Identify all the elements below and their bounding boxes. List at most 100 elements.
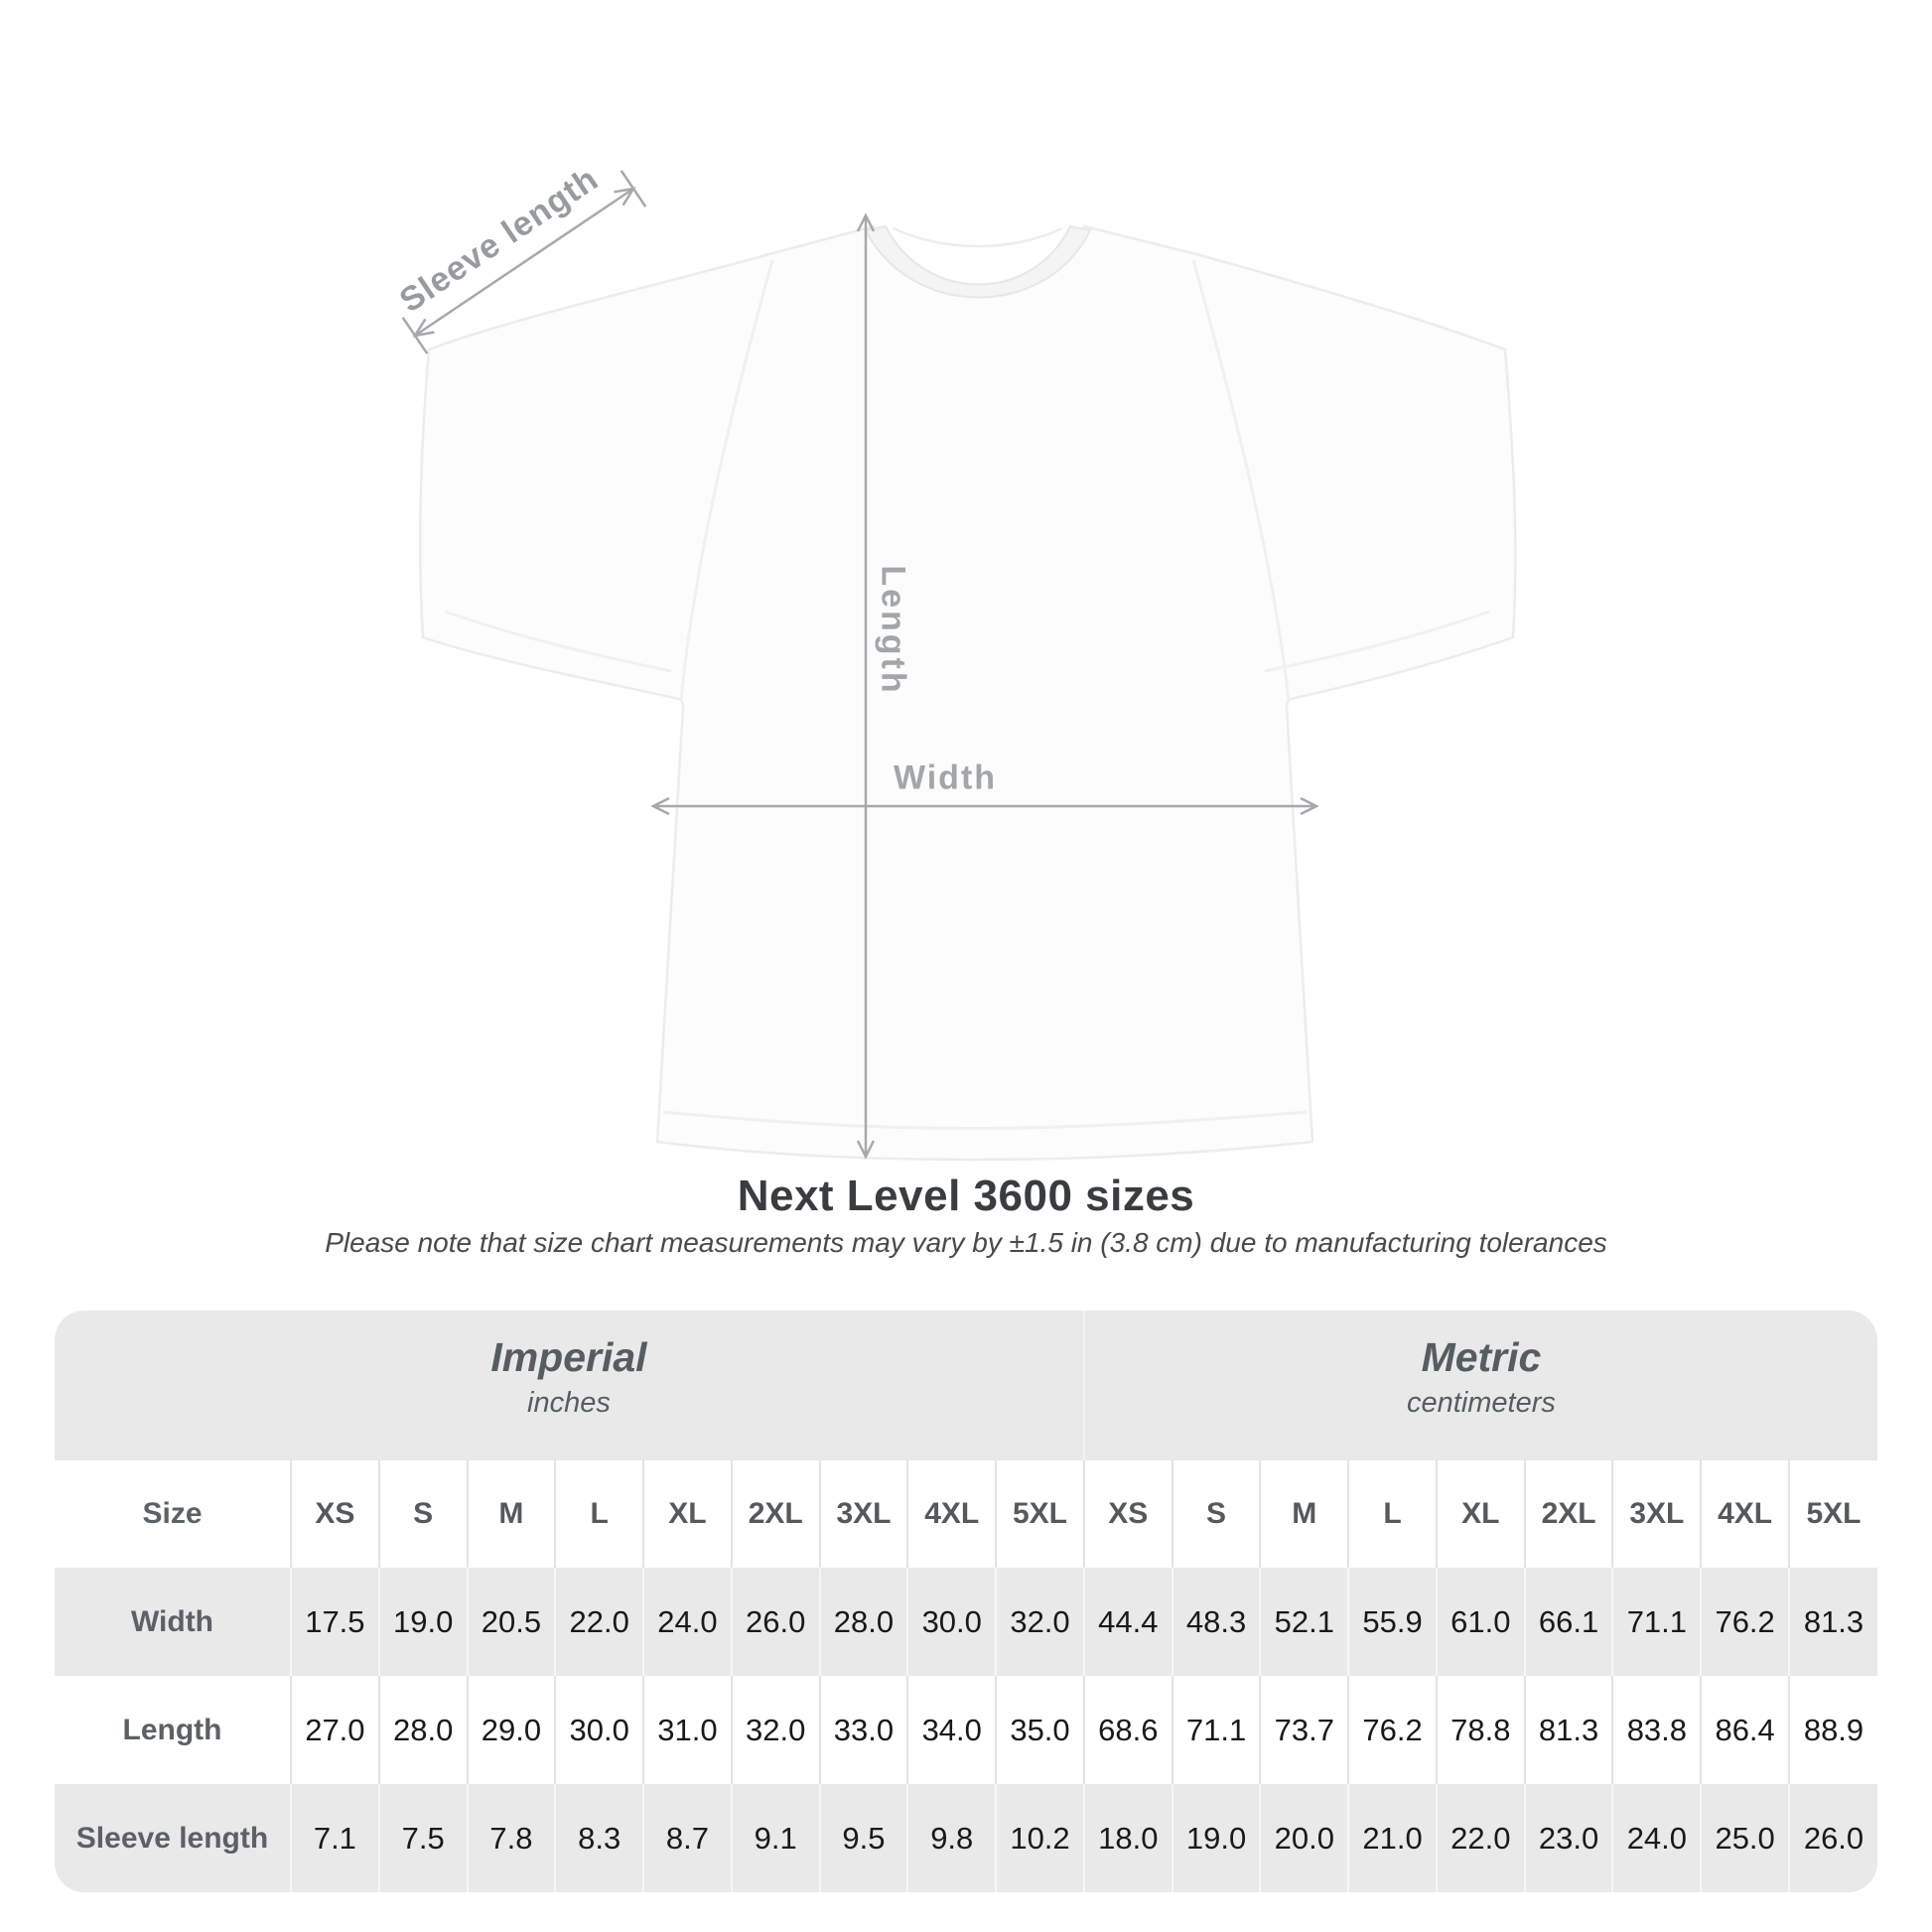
size-value-cell: 32.0 [730,1676,820,1785]
size-value-cell: 24.0 [642,1568,732,1677]
size-value-cell: 48.3 [1171,1568,1261,1677]
size-column-header: XS [290,1459,379,1569]
sleeve-length-dimension-line [401,170,647,354]
left-sleeve-seam [679,259,774,702]
size-chart-table: Imperial inches Metric centimeters Size … [55,1311,1877,1892]
size-value-cell: 81.3 [1523,1676,1613,1785]
size-value-cell: 22.0 [554,1568,644,1677]
size-value-cell: 86.4 [1700,1676,1790,1785]
size-value-cell: 30.0 [554,1676,644,1785]
size-column-header: 4XL [906,1459,997,1569]
imperial-label: Imperial [490,1334,647,1380]
metric-label: Metric [1421,1334,1542,1380]
sleeve-length-row: Sleeve length 7.1 7.5 7.8 8.3 8.7 9.1 9.… [55,1784,1877,1892]
width-label: Width [893,759,998,797]
size-value-cell: 9.8 [906,1784,997,1892]
tshirt-collar-back-line [893,226,1063,248]
size-value-cell: 18.0 [1082,1784,1173,1892]
size-value-cell: 88.9 [1788,1676,1877,1785]
size-column-header: L [1347,1459,1437,1569]
length-label: Length [874,565,912,696]
size-value-cell: 20.5 [466,1568,556,1677]
size-value-cell: 21.0 [1347,1784,1437,1892]
size-value-cell: 33.0 [818,1676,908,1785]
size-value-cell: 8.7 [642,1784,732,1892]
size-chart-container: Imperial inches Metric centimeters Size … [55,1311,1877,1892]
right-sleeve-hem [1264,610,1490,673]
width-dimension-line [650,796,1319,816]
size-value-cell: 81.3 [1788,1568,1877,1677]
page-subtitle: Please note that size chart measurements… [325,1227,1607,1258]
size-value-cell: 31.0 [642,1676,732,1785]
measurement-row-label: Sleeve length [75,1821,269,1855]
size-column-header: S [1171,1459,1261,1569]
size-column-header: S [377,1459,468,1569]
size-value-cell: 71.1 [1611,1568,1702,1677]
size-column-header: M [466,1459,556,1569]
size-value-cell: 73.7 [1259,1676,1349,1785]
size-value-cell: 32.0 [995,1568,1084,1677]
imperial-unit-label: inches [527,1387,611,1420]
size-header-row: Size XS S M L XL 2XL 3XL 4XL 5XL XS S M … [55,1459,1877,1569]
length-dimension-line [856,212,876,1160]
size-value-cell: 55.9 [1347,1568,1437,1677]
size-value-cell: 66.1 [1523,1568,1613,1677]
size-column-header: M [1259,1459,1349,1569]
size-header-label: Size [142,1496,203,1530]
size-column-header: 2XL [1523,1459,1613,1569]
size-value-cell: 24.0 [1611,1784,1702,1892]
tshirt-outline [418,224,1517,1162]
right-sleeve-seam [1191,259,1291,702]
size-value-cell: 26.0 [1788,1784,1877,1892]
tshirt-graphic [401,170,1517,1162]
dimension-lines [401,170,1319,1160]
size-value-cell: 71.1 [1171,1676,1261,1785]
size-column-header: 5XL [995,1459,1084,1569]
size-column-header: 3XL [818,1459,908,1569]
unit-header-metric: Metric centimeters [1082,1311,1877,1460]
size-value-cell: 83.8 [1611,1676,1702,1785]
unit-header-row: Imperial inches Metric centimeters [55,1311,1877,1460]
size-value-cell: 76.2 [1347,1676,1437,1785]
size-column-header: 4XL [1700,1459,1790,1569]
size-value-cell: 25.0 [1700,1784,1790,1892]
size-column-header: XL [1435,1459,1525,1569]
unit-header-imperial: Imperial inches [55,1311,1084,1460]
size-value-cell: 9.1 [730,1784,820,1892]
size-value-cell: 7.8 [466,1784,556,1892]
size-value-cell: 52.1 [1259,1568,1349,1677]
size-value-cell: 29.0 [466,1676,556,1785]
length-row: Length 27.0 28.0 29.0 30.0 31.0 32.0 33.… [55,1676,1877,1785]
size-value-cell: 61.0 [1435,1568,1525,1677]
size-column-header: 2XL [730,1459,820,1569]
size-value-cell: 8.3 [554,1784,644,1892]
size-value-cell: 68.6 [1082,1676,1173,1785]
size-value-cell: 30.0 [906,1568,997,1677]
size-value-cell: 28.0 [377,1676,468,1785]
size-value-cell: 78.8 [1435,1676,1525,1785]
metric-unit-label: centimeters [1407,1387,1556,1420]
measurement-row-label: Width [130,1604,214,1638]
size-column-header: 3XL [1611,1459,1702,1569]
size-value-cell: 34.0 [906,1676,997,1785]
left-sleeve-hem [444,610,672,673]
tshirt-collar [864,224,1092,299]
size-value-cell: 44.4 [1082,1568,1173,1677]
size-value-cell: 19.0 [377,1568,468,1677]
size-value-cell: 22.0 [1435,1784,1525,1892]
size-column-header: XS [1082,1459,1173,1569]
size-value-cell: 7.5 [377,1784,468,1892]
size-value-cell: 35.0 [995,1676,1084,1785]
size-value-cell: 76.2 [1700,1568,1790,1677]
size-column-header: XL [642,1459,732,1569]
page-title: Next Level 3600 sizes [737,1172,1195,1220]
measurement-row-label: Length [122,1713,222,1746]
size-column-header: L [554,1459,644,1569]
hem-stitch-line [662,1110,1308,1130]
size-value-cell: 10.2 [995,1784,1084,1892]
tshirt-measurement-diagram: Sleeve length Length Width [393,160,1517,1162]
size-value-cell: 19.0 [1171,1784,1261,1892]
width-row: Width 17.5 19.0 20.5 22.0 24.0 26.0 28.0… [55,1568,1877,1677]
size-value-cell: 23.0 [1523,1784,1613,1892]
